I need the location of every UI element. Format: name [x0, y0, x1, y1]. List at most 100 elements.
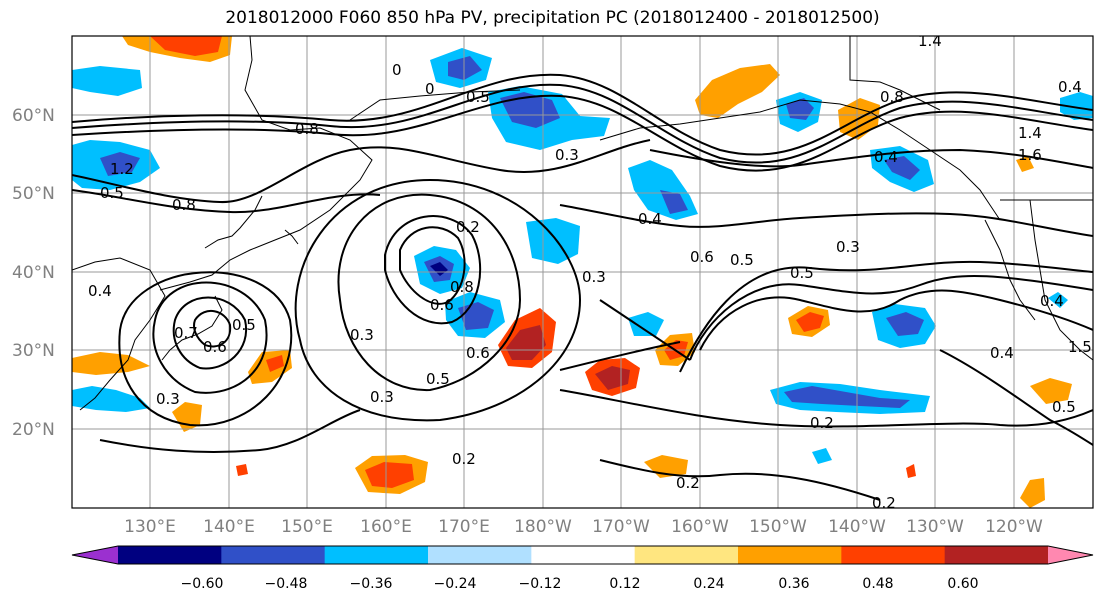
contour-label: 0.2 — [456, 218, 480, 236]
colorbar-tick-label: 0.60 — [947, 576, 978, 592]
colorbar-segment — [221, 546, 326, 564]
lon-label: 160°E — [360, 517, 412, 537]
contour-label: 0.5 — [100, 184, 124, 202]
precip-negative-core — [100, 152, 140, 176]
map-title: 2018012000 F060 850 hPa PV, precipitatio… — [225, 8, 880, 28]
precip-positive-area — [906, 464, 916, 478]
colorbar-segment — [944, 546, 1049, 564]
contour-label: 0.6 — [430, 296, 454, 314]
precip-positive-area — [236, 464, 248, 476]
contour-label: 0.5 — [730, 251, 754, 269]
colorbar-extend-high — [1048, 546, 1093, 564]
colorbar-tick-label: 0.12 — [609, 576, 640, 592]
colorbar-tick-label: 0.36 — [778, 576, 809, 592]
lon-label: 150°E — [281, 517, 333, 537]
lon-label: 120°W — [985, 517, 1043, 537]
coastlines — [72, 36, 1093, 411]
precip-negative-core — [884, 156, 920, 180]
colorbar-segment — [118, 546, 222, 564]
colorbar-tick-label: −0.36 — [350, 576, 393, 592]
pv-contours — [72, 73, 1093, 501]
colorbar-segment — [738, 546, 842, 564]
precip-negative-area — [812, 448, 832, 464]
contour-label: 0.3 — [582, 268, 606, 286]
lon-label: 130°E — [124, 517, 176, 537]
latitude-labels: 60°N 50°N 40°N 30°N 20°N — [12, 106, 55, 440]
colorbar-tick-label: 0.24 — [693, 576, 724, 592]
precip-positive-area — [72, 352, 150, 375]
contour-label: 0.2 — [810, 414, 834, 432]
precip-negative-core — [886, 312, 924, 336]
lon-label: 140°W — [828, 517, 886, 537]
precip-negative-area — [628, 312, 664, 336]
lat-label: 20°N — [12, 420, 55, 440]
colorbar-segment — [634, 546, 739, 564]
precip-positive-core — [506, 325, 546, 360]
precip-negative-core — [500, 92, 560, 128]
lon-label: 150°W — [749, 517, 807, 537]
contour-label: 0 — [425, 80, 435, 98]
precip-negative-core — [784, 386, 910, 408]
colorbar-tick-label: 0.48 — [862, 576, 893, 592]
precip-positive-core — [266, 355, 284, 372]
contour-label: 0.2 — [676, 474, 700, 492]
precip-negative-area — [72, 66, 142, 96]
precip-positive-core — [365, 462, 414, 488]
lon-label: 170°W — [592, 517, 650, 537]
precip-positive-core — [796, 312, 824, 332]
lat-label: 50°N — [12, 184, 55, 204]
contour-label: 0.3 — [370, 388, 394, 406]
colorbar — [71, 545, 1094, 565]
contour-label: 0.4 — [1040, 292, 1064, 310]
contour-label: 0.4 — [88, 282, 112, 300]
precip-negative-area — [526, 218, 580, 264]
precip-positive-area — [1020, 478, 1045, 508]
contour-label: 0.4 — [874, 148, 898, 166]
lat-label: 30°N — [12, 341, 55, 361]
contour-label: 0.2 — [872, 494, 896, 512]
colorbar-segment — [531, 546, 636, 564]
contour-label: 0.3 — [156, 390, 180, 408]
colorbar-tick-label: −0.60 — [181, 576, 224, 592]
longitude-labels: 130°E 140°E 150°E 160°E 170°E 180°W 170°… — [124, 517, 1043, 537]
colorbar-segment — [841, 546, 946, 564]
colorbar-tick-label: −0.48 — [265, 576, 308, 592]
colorbar-segment — [428, 546, 532, 564]
precip-negative-area — [72, 386, 150, 412]
contour-label: 0.7 — [174, 324, 198, 342]
precip-negative-area — [1060, 92, 1093, 120]
lon-label: 170°E — [438, 517, 490, 537]
contour-label: 0.8 — [880, 88, 904, 106]
contour-labels: 0 0 0.5 0.3 0.8 1.4 0.4 1.6 0.8 1.2 0.5 … — [88, 32, 1092, 512]
colorbar-ticks: −0.60 −0.48 −0.36 −0.24 −0.12 0.12 0.24 … — [181, 576, 979, 592]
lon-label: 140°E — [203, 517, 255, 537]
contour-label: 0.3 — [555, 146, 579, 164]
contour-label: 0.6 — [466, 344, 490, 362]
contour-label: 0.3 — [836, 238, 860, 256]
contour-label: 0 — [392, 61, 402, 79]
lat-label: 40°N — [12, 263, 55, 283]
lon-label: 160°W — [671, 517, 729, 537]
precip-negative-area — [1048, 292, 1068, 308]
precip-positive-area — [1030, 378, 1072, 404]
colorbar-outline — [71, 545, 1094, 565]
precip-negative-core — [448, 56, 482, 80]
colorbar-tick-label: −0.12 — [519, 576, 562, 592]
contour-label: 1.6 — [1018, 146, 1042, 164]
precip-positive-core — [150, 36, 222, 56]
contour-label: 1.5 — [1068, 338, 1092, 356]
contour-label: 0.4 — [638, 210, 662, 228]
contour-label: 0.5 — [790, 264, 814, 282]
lon-label: 130°W — [906, 517, 964, 537]
contour-label: 0.6 — [203, 338, 227, 356]
contour-label: 0.4 — [1058, 78, 1082, 96]
contour-label: 0.5 — [232, 316, 256, 334]
colorbar-tick-label: −0.24 — [434, 576, 477, 592]
contour-label: 1.2 — [110, 160, 134, 178]
contour-label: 0.4 — [990, 344, 1014, 362]
contour-label: 1.4 — [918, 32, 942, 50]
contour-label: 0.5 — [466, 88, 490, 106]
contour-label: 0.3 — [350, 326, 374, 344]
precip-positive-area — [1016, 156, 1034, 172]
